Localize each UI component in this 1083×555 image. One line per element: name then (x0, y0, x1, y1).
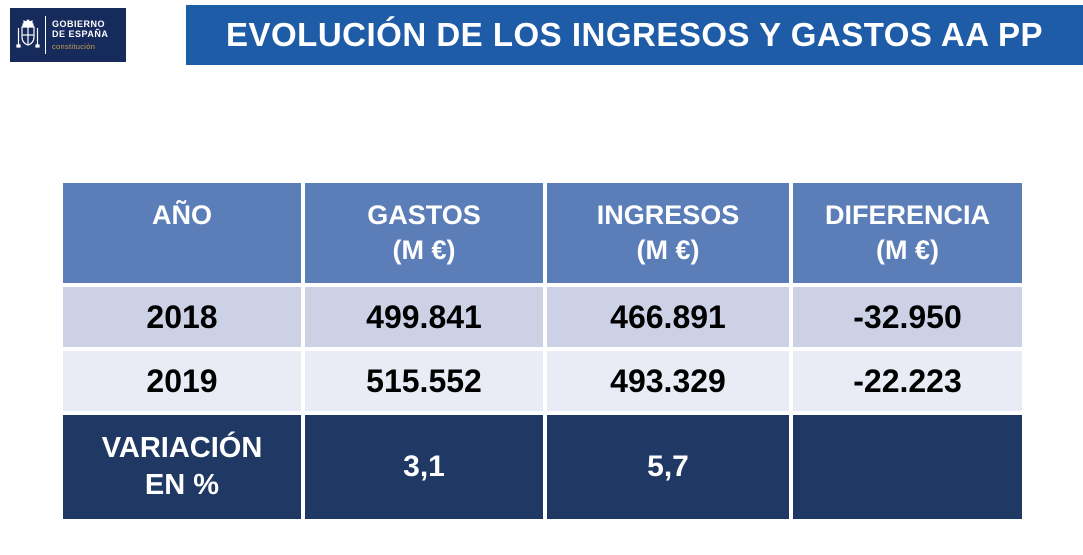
logo-text: GOBIERNO DE ESPAÑA constitución (52, 19, 108, 51)
column-header-ingresos-line2: (M €) (636, 235, 700, 265)
cell-2018-gastos: 499.841 (305, 287, 543, 347)
logo-line-gobierno: GOBIERNO (52, 18, 106, 29)
column-header-ingresos-line1: INGRESOS (596, 200, 740, 230)
cell-2018-year: 2018 (63, 287, 301, 347)
column-header-diferencia-line2: (M €) (876, 235, 939, 265)
cell-2019-gastos: 515.552 (305, 351, 543, 411)
column-header-gastos: GASTOS (M €) (305, 183, 543, 283)
logo-divider (45, 16, 46, 54)
column-header-gastos-line2: (M €) (392, 235, 456, 265)
cell-variation-label: VARIACIÓN EN % (63, 415, 301, 519)
cell-2018-diferencia: -32.950 (793, 287, 1022, 347)
cell-variation-ingresos: 5,7 (547, 415, 789, 519)
spain-coat-of-arms-icon (16, 19, 40, 48)
cell-2018-ingresos: 466.891 (547, 287, 789, 347)
variation-label-line2: EN % (144, 469, 220, 501)
column-header-ano-line1: AÑO (152, 200, 212, 230)
title-banner: EVOLUCIÓN DE LOS INGRESOS Y GASTOS AA PP (186, 5, 1083, 65)
column-header-diferencia: DIFERENCIA (M €) (793, 183, 1022, 283)
column-header-diferencia-line1: DIFERENCIA (824, 200, 990, 230)
page-title: EVOLUCIÓN DE LOS INGRESOS Y GASTOS AA PP (225, 16, 1044, 53)
cell-variation-diferencia (793, 415, 1022, 519)
column-header-gastos-line1: GASTOS (367, 200, 481, 230)
cell-2019-ingresos: 493.329 (547, 351, 789, 411)
cell-variation-gastos: 3,1 (305, 415, 543, 519)
cell-2019-diferencia: -22.223 (793, 351, 1022, 411)
cell-2019-year: 2019 (63, 351, 301, 411)
logo-line-de-espana: DE ESPAÑA (52, 29, 109, 40)
column-header-ano: AÑO (63, 183, 301, 283)
column-header-ingresos: INGRESOS (M €) (547, 183, 789, 283)
data-table: AÑO GASTOS (M €) INGRESOS (M €) DIFERENC… (63, 183, 1022, 519)
variation-label-line1: VARIACIÓN (101, 432, 263, 464)
gobierno-de-espana-logo: GOBIERNO DE ESPAÑA constitución (10, 8, 126, 62)
logo-line-constitucion: constitución (52, 41, 96, 51)
